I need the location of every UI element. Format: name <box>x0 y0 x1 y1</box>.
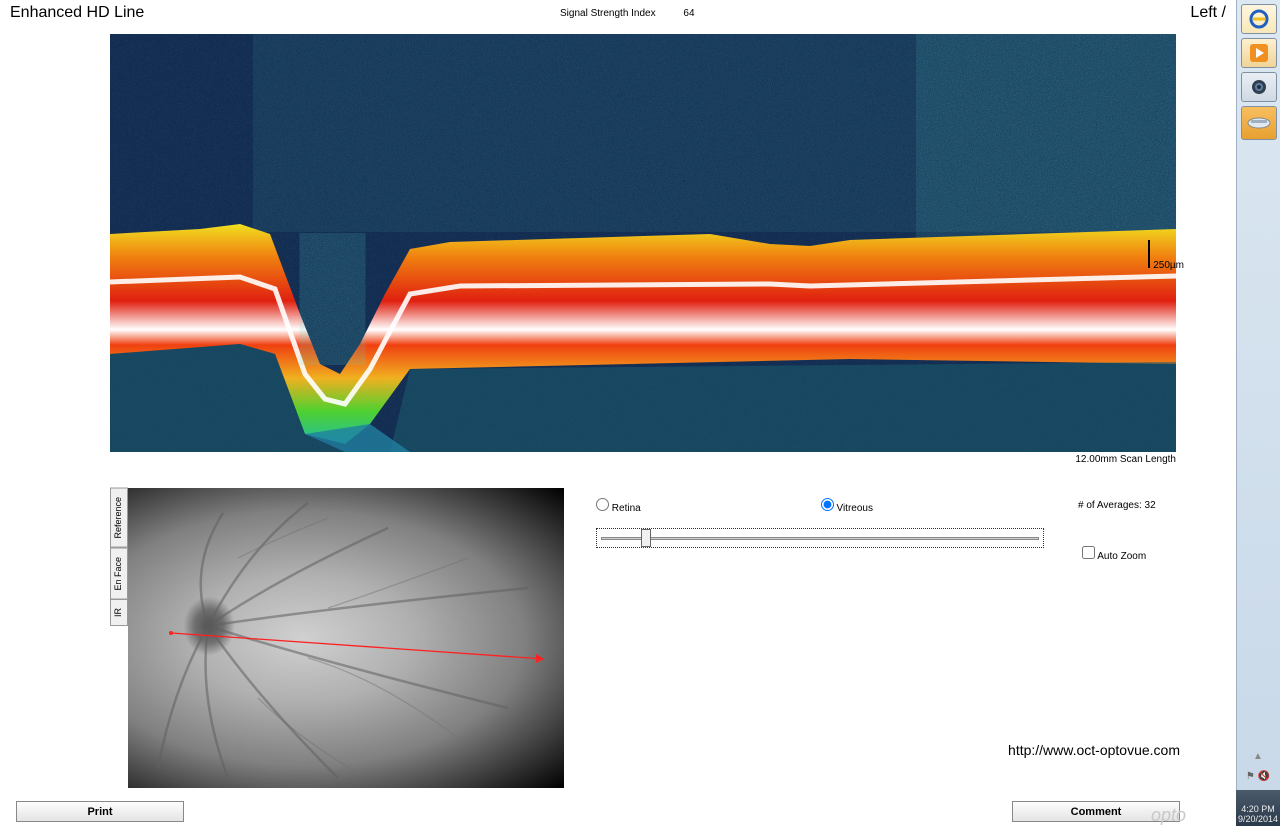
sidebar-toolbar: ▲ ⚑ 🔇 4:20 PM 9/20/2014 <box>1236 0 1280 826</box>
main-panel: Enhanced HD Line Left / Signal Strength … <box>0 0 1236 826</box>
autozoom-checkbox[interactable]: Auto Zoom <box>1082 546 1146 562</box>
tray-icons[interactable]: ⚑ 🔇 <box>1236 771 1280 782</box>
fundus-panel: Reference En Face IR <box>110 488 564 788</box>
scale-bar: 250µm <box>1146 240 1184 271</box>
radio-retina[interactable]: Retina <box>596 498 641 514</box>
scan-length-label: 12.00mm Scan Length <box>0 454 1176 465</box>
tray-expand-icon[interactable]: ▲ <box>1236 751 1280 762</box>
tab-enface[interactable]: En Face <box>110 548 128 600</box>
tab-ir[interactable]: IR <box>110 599 128 626</box>
camera-icon[interactable] <box>1241 72 1277 102</box>
watermark-url: http://www.oct-optovue.com <box>1008 742 1180 758</box>
oct-svg <box>110 34 1176 452</box>
depth-slider[interactable] <box>596 528 1044 548</box>
media-play-icon[interactable] <box>1241 38 1277 68</box>
clock-time: 4:20 PM <box>1238 804 1278 814</box>
fundus-tabs: Reference En Face IR <box>110 488 128 788</box>
fundus-image[interactable] <box>128 488 564 788</box>
averages-label: # of Averages: 32 <box>1078 500 1156 511</box>
oct-scan-image[interactable] <box>110 34 1176 452</box>
ie-icon[interactable] <box>1241 4 1277 34</box>
scan-line-overlay[interactable] <box>146 623 546 663</box>
scale-label: 250µm <box>1153 260 1184 271</box>
tab-reference[interactable]: Reference <box>110 488 128 548</box>
signal-info: Signal Strength Index 64 <box>560 8 695 19</box>
system-clock[interactable]: 4:20 PM 9/20/2014 <box>1236 790 1280 826</box>
print-button[interactable]: Print <box>16 801 184 822</box>
clock-date: 9/20/2014 <box>1238 814 1278 824</box>
slider-thumb[interactable] <box>641 529 651 547</box>
eye-label: Left / <box>1190 4 1226 22</box>
radio-vitreous[interactable]: Vitreous <box>821 498 873 514</box>
signal-value: 64 <box>683 8 694 19</box>
signal-label: Signal Strength Index <box>560 8 656 19</box>
scanner-icon[interactable] <box>1241 106 1277 140</box>
mode-title: Enhanced HD Line <box>10 4 144 22</box>
brand-logo: opto <box>1151 805 1186 826</box>
